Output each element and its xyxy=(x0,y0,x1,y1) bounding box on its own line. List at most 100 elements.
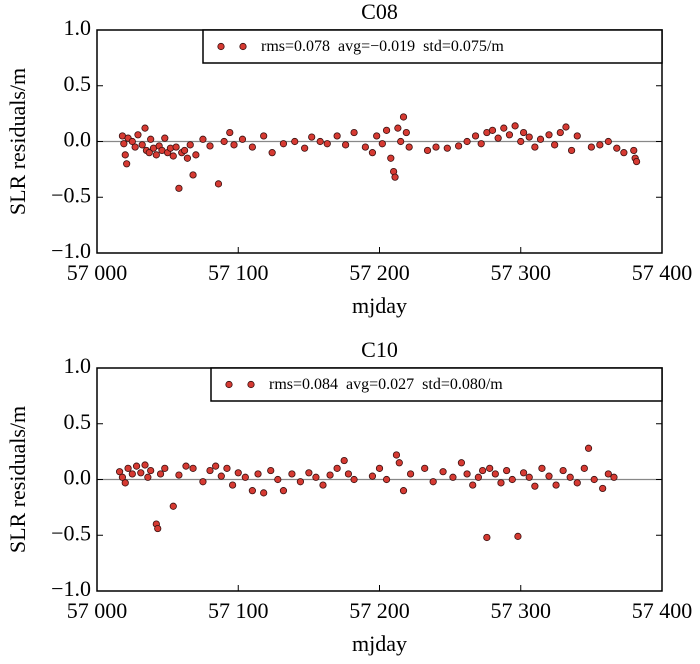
y-axis-label: SLR residuals/m xyxy=(5,68,30,215)
data-point xyxy=(128,137,136,146)
legend-box xyxy=(202,29,663,64)
data-point xyxy=(525,133,533,141)
y-tick-label: 0.5 xyxy=(64,71,92,96)
data-point xyxy=(587,143,595,151)
data-point xyxy=(368,472,377,480)
y-tick-label: −1.0 xyxy=(51,238,91,263)
data-point xyxy=(604,137,612,146)
x-axis-label: mjday xyxy=(352,293,407,318)
data-point xyxy=(182,462,190,470)
data-point xyxy=(128,470,136,478)
data-point xyxy=(519,469,528,477)
data-point xyxy=(474,473,482,481)
data-point xyxy=(406,470,415,478)
x-tick-label: 57 400 xyxy=(632,598,693,623)
legend-marker xyxy=(225,380,233,389)
data-point xyxy=(361,143,369,151)
data-point xyxy=(488,126,497,134)
data-point xyxy=(137,469,145,477)
y-tick-label: −1.0 xyxy=(51,576,91,601)
data-point xyxy=(630,146,638,155)
data-point xyxy=(260,489,268,497)
data-point xyxy=(500,124,508,132)
data-point xyxy=(186,141,194,149)
data-point xyxy=(350,475,358,484)
chart-title: C08 xyxy=(361,0,398,24)
data-point xyxy=(147,135,155,143)
data-point xyxy=(505,131,514,139)
x-tick-label: 57 300 xyxy=(491,598,552,623)
data-point xyxy=(421,464,429,472)
data-point xyxy=(254,470,262,478)
data-point xyxy=(613,144,621,152)
chart-title: C10 xyxy=(361,337,398,362)
data-point xyxy=(494,134,502,142)
y-tick-label: 1.0 xyxy=(64,353,92,378)
data-point xyxy=(248,143,256,151)
data-point xyxy=(267,466,275,475)
data-point xyxy=(141,124,149,132)
x-tick-label: 57 000 xyxy=(67,260,128,285)
data-point xyxy=(199,135,207,143)
data-point xyxy=(301,144,309,152)
data-point xyxy=(399,487,408,495)
data-point xyxy=(172,143,180,151)
data-point xyxy=(620,149,628,157)
data-point xyxy=(423,146,432,155)
y-tick-label: 1.0 xyxy=(64,15,92,40)
data-point xyxy=(567,146,576,155)
data-point xyxy=(479,466,487,475)
data-point xyxy=(161,134,169,142)
data-point xyxy=(199,478,207,486)
data-point xyxy=(169,152,177,160)
data-point xyxy=(573,479,581,487)
data-point xyxy=(449,473,457,481)
x-tick-label: 57 000 xyxy=(67,598,128,623)
data-point xyxy=(123,160,131,168)
data-point xyxy=(514,532,522,540)
legend-marker xyxy=(239,42,247,51)
data-point xyxy=(116,468,124,476)
y-tick-label: 0.5 xyxy=(64,409,92,434)
data-point xyxy=(559,466,567,475)
data-point xyxy=(147,466,155,475)
data-point xyxy=(503,466,511,475)
data-point xyxy=(429,478,437,486)
data-point xyxy=(154,524,162,533)
legend-marker xyxy=(217,42,225,51)
data-point xyxy=(131,143,139,151)
data-point xyxy=(477,140,485,148)
data-point xyxy=(545,131,553,139)
data-point xyxy=(402,128,410,137)
data-point xyxy=(399,113,408,121)
data-point xyxy=(454,142,463,150)
data-point xyxy=(305,469,313,477)
data-point xyxy=(189,464,197,472)
data-point xyxy=(397,137,405,146)
data-point xyxy=(319,481,327,489)
data-point xyxy=(288,470,296,478)
data-point xyxy=(238,135,247,143)
data-point xyxy=(212,462,220,470)
data-point xyxy=(382,126,391,134)
data-point xyxy=(391,173,399,181)
data-point xyxy=(175,471,183,479)
data-point xyxy=(439,468,447,476)
data-point xyxy=(368,149,377,157)
data-point xyxy=(230,141,238,149)
data-point xyxy=(152,151,160,159)
data-point xyxy=(132,462,141,470)
data-point xyxy=(226,128,234,137)
data-point xyxy=(316,137,324,146)
data-point xyxy=(214,180,223,188)
data-point xyxy=(573,132,581,140)
data-point xyxy=(566,473,574,481)
data-point xyxy=(206,466,214,475)
data-point xyxy=(279,487,288,495)
data-point xyxy=(387,154,395,162)
x-tick-label: 57 100 xyxy=(208,598,269,623)
legend-label: rms=0.078 avg=−0.019 std=0.075/m xyxy=(261,38,504,55)
data-point xyxy=(531,143,539,151)
data-point xyxy=(229,481,237,489)
